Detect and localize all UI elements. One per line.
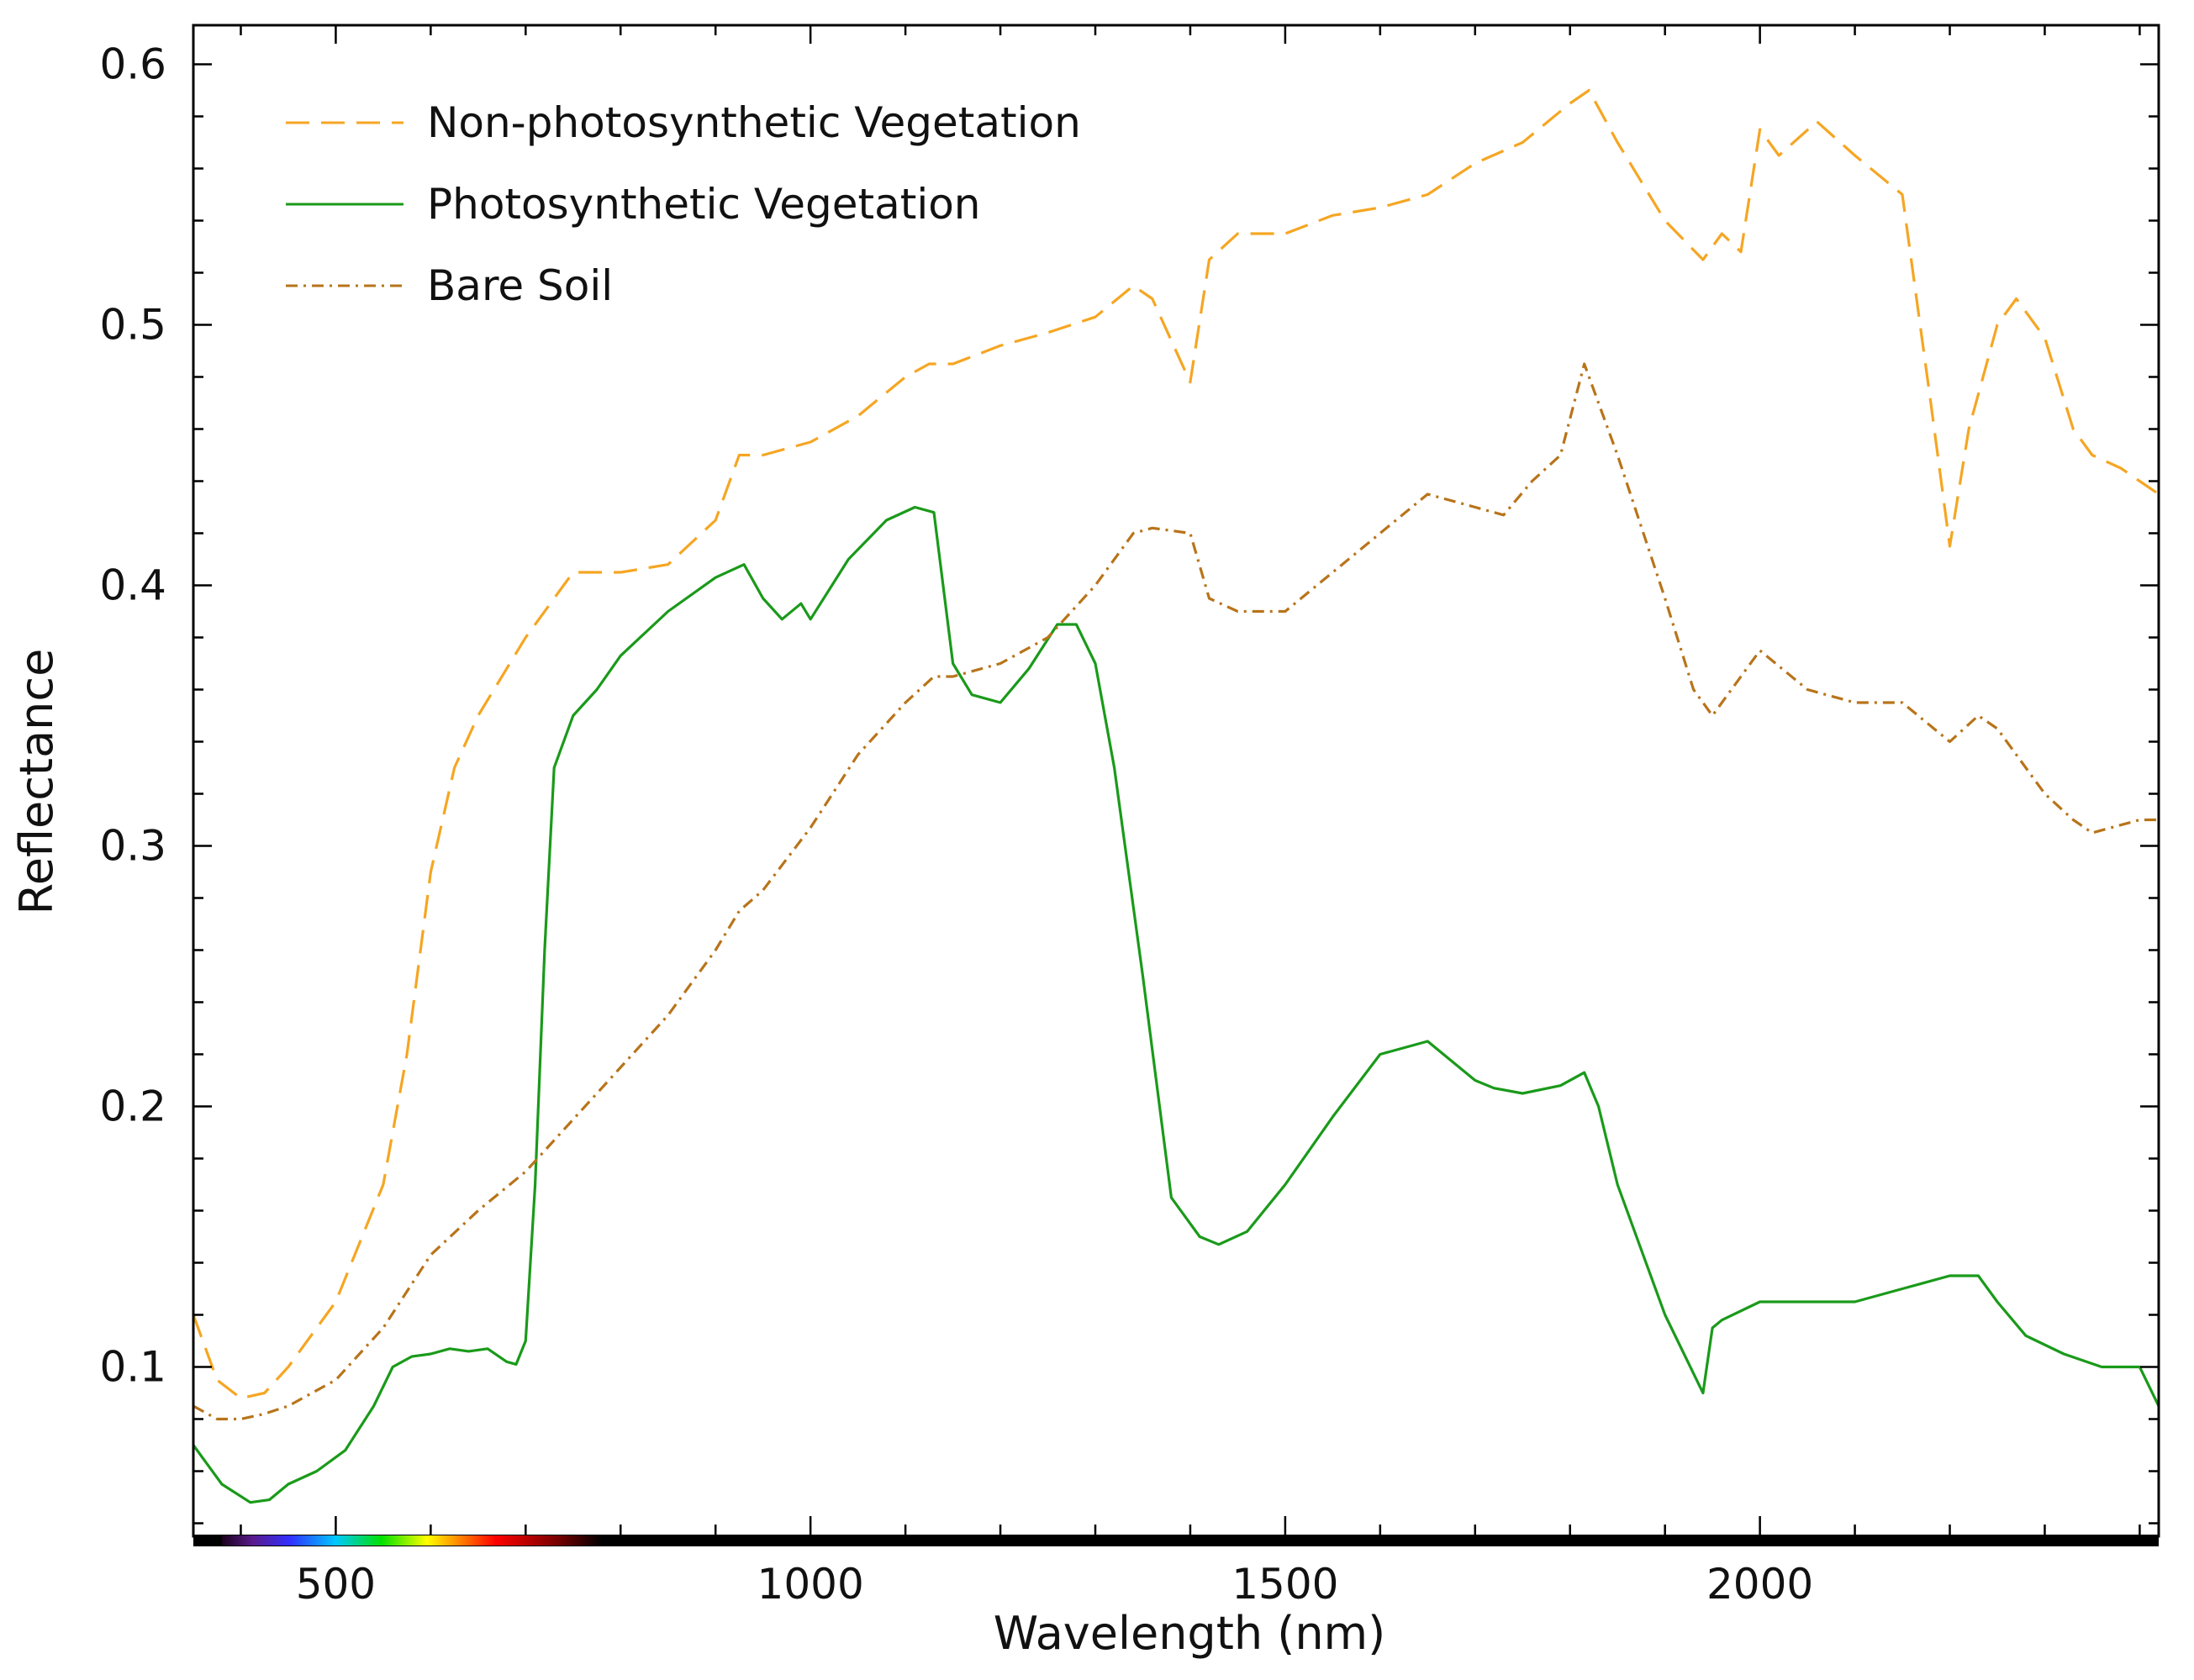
y-tick-label: 0.6 — [99, 40, 166, 89]
y-tick-label: 0.4 — [99, 561, 166, 610]
plot-area — [193, 25, 2159, 1536]
legend-item-pv: Photosynthetic Vegetation — [286, 180, 981, 229]
x-axis-bar — [193, 1535, 2159, 1546]
y-tick-label: 0.2 — [99, 1082, 166, 1131]
legend-label-pv: Photosynthetic Vegetation — [427, 180, 981, 229]
x-tick-label: 2000 — [1706, 1560, 1813, 1609]
visible-spectrum-bar — [221, 1535, 602, 1546]
x-tick-label: 500 — [296, 1560, 376, 1609]
legend-label-soil: Bare Soil — [427, 261, 613, 310]
legend-label-npv: Non-photosynthetic Vegetation — [427, 98, 1081, 147]
y-tick-label: 0.3 — [99, 822, 166, 871]
series-line-pv — [192, 505, 2160, 1504]
x-tick-label: 1000 — [757, 1560, 864, 1609]
x-axis-title: Wavelength (nm) — [994, 1607, 1385, 1660]
y-tick-label: 0.1 — [99, 1343, 166, 1392]
ticks-layer: 500 1000 1500 2000 0.1 0.2 0.3 0.4 0.5 0.6 — [99, 25, 2159, 1609]
legend-item-npv: Non-photosynthetic Vegetation — [286, 98, 1081, 147]
x-tick-label: 1500 — [1231, 1560, 1338, 1609]
axes-layer — [192, 24, 2160, 1546]
series-line-npv — [192, 88, 2160, 1400]
legend: Non-photosynthetic Vegetation Photosynth… — [286, 98, 1081, 310]
series-line-soil — [193, 362, 2159, 1421]
y-axis-title: Reflectance — [10, 649, 63, 915]
plot-background — [193, 25, 2159, 1536]
legend-item-soil: Bare Soil — [286, 261, 613, 310]
series-layer — [192, 88, 2160, 1504]
y-tick-label: 0.5 — [99, 301, 166, 350]
